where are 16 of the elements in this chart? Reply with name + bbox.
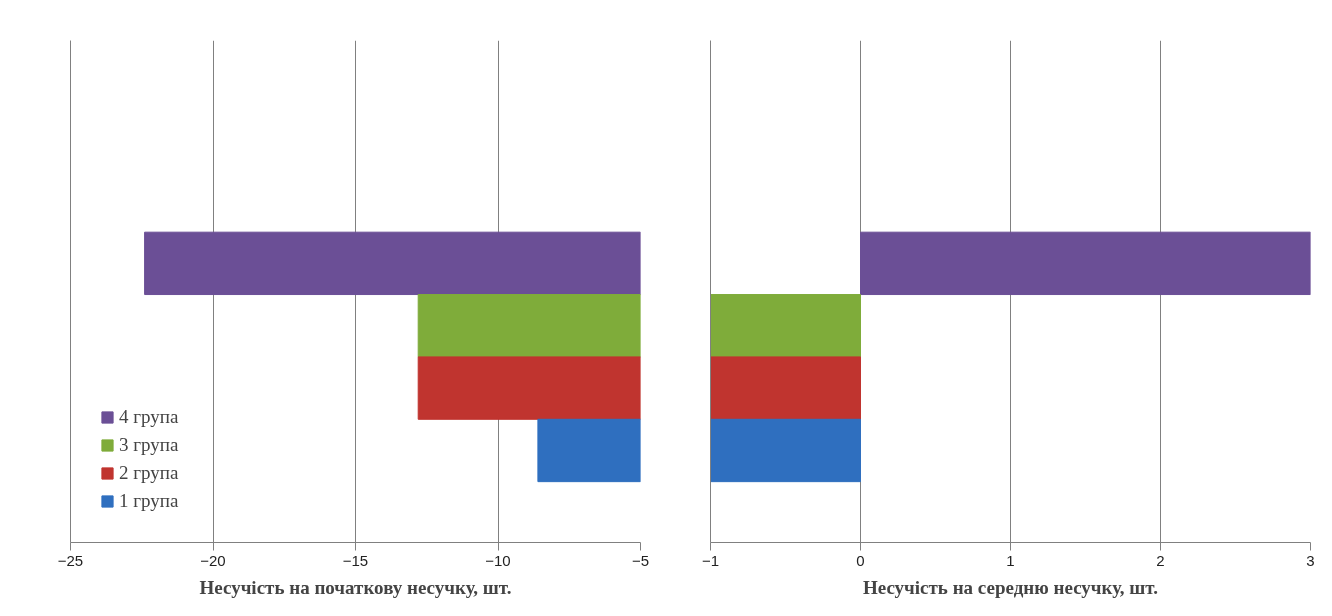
- x-tick-label: −10: [485, 551, 511, 569]
- x-tick-label: −15: [342, 551, 369, 569]
- legend-label: 2 група: [119, 462, 179, 484]
- x-tick-label: −20: [200, 551, 226, 569]
- x-tick-label: −1: [701, 551, 720, 569]
- x-tick-label: −25: [57, 551, 84, 569]
- x-tick-label: 1: [1006, 551, 1015, 569]
- legend-label: 1 група: [119, 490, 179, 512]
- x-tick-label: 2: [1156, 551, 1165, 569]
- x-tick-label: 3: [1306, 551, 1315, 569]
- x-tick-label: −5: [631, 551, 650, 569]
- x-axis-title: Несучість на початкову несучку, шт.: [199, 576, 512, 598]
- x-tick-label: 0: [856, 551, 865, 569]
- legend-label: 3 група: [119, 434, 179, 456]
- legend-label: 4 група: [119, 406, 179, 428]
- x-axis-title: Несучість на середню несучку, шт.: [862, 576, 1159, 598]
